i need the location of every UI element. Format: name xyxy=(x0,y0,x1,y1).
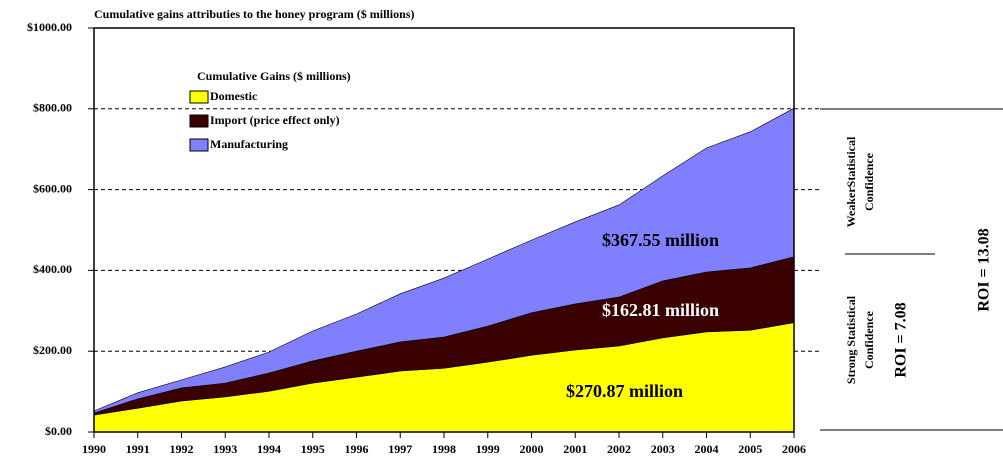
x-tick-label: 1999 xyxy=(476,442,500,456)
x-tick-label: 2003 xyxy=(651,442,675,456)
side-label: Confidence xyxy=(862,310,876,369)
annotation: $270.87 million xyxy=(566,381,683,401)
x-tick-label: 1995 xyxy=(301,442,325,456)
x-tick-label: 2005 xyxy=(738,442,762,456)
x-tick-label: 1997 xyxy=(388,442,412,456)
side-label: Confidence xyxy=(862,152,876,211)
legend-swatch xyxy=(189,138,209,152)
x-tick-label: 2006 xyxy=(782,442,806,456)
legend-swatch xyxy=(189,114,209,128)
legend: Cumulative Gains ($ millions) Domestic Im… xyxy=(189,69,351,152)
legend-label: Import (price effect only) xyxy=(210,113,340,127)
roi-label: ROI = 7.08 xyxy=(893,302,910,377)
x-tick-label: 2001 xyxy=(563,442,587,456)
y-tick-label: $1000.00 xyxy=(27,20,72,34)
y-tick-label: $800.00 xyxy=(33,101,72,115)
x-tick-label: 1991 xyxy=(126,442,150,456)
x-tick-label: 1996 xyxy=(345,442,369,456)
x-tick-label: 1992 xyxy=(170,442,194,456)
x-tick-label: 2002 xyxy=(607,442,631,456)
legend-swatch xyxy=(189,90,209,104)
side-label: WeakerStatistical xyxy=(844,136,858,227)
side-label: Strong Statistical xyxy=(844,295,858,384)
roi-label: ROI = 13.08 xyxy=(976,228,993,311)
x-tick-label: 1994 xyxy=(257,442,281,456)
x-tick-label: 1990 xyxy=(82,442,106,456)
y-tick-label: $600.00 xyxy=(33,181,72,195)
y-tick-label: $200.00 xyxy=(33,343,72,357)
chart-title: Cumulative gains attributies to the hone… xyxy=(94,7,414,21)
y-tick-label: $400.00 xyxy=(33,262,72,276)
x-tick-label: 1998 xyxy=(432,442,456,456)
legend-label: Domestic xyxy=(210,89,258,103)
legend-title: Cumulative Gains ($ millions) xyxy=(197,69,351,83)
legend-label: Manufacturing xyxy=(210,137,288,151)
x-tick-label: 1993 xyxy=(213,442,237,456)
x-tick-label: 2004 xyxy=(695,442,719,456)
x-tick-label: 2000 xyxy=(520,442,544,456)
axes: $0.00 $200.00 $400.00 $600.00 $800.00 $1000.0… xyxy=(27,20,806,456)
y-tick-label: $0.00 xyxy=(45,424,72,438)
annotation: $162.81 million xyxy=(602,300,719,320)
annotation: $367.55 million xyxy=(602,230,719,250)
